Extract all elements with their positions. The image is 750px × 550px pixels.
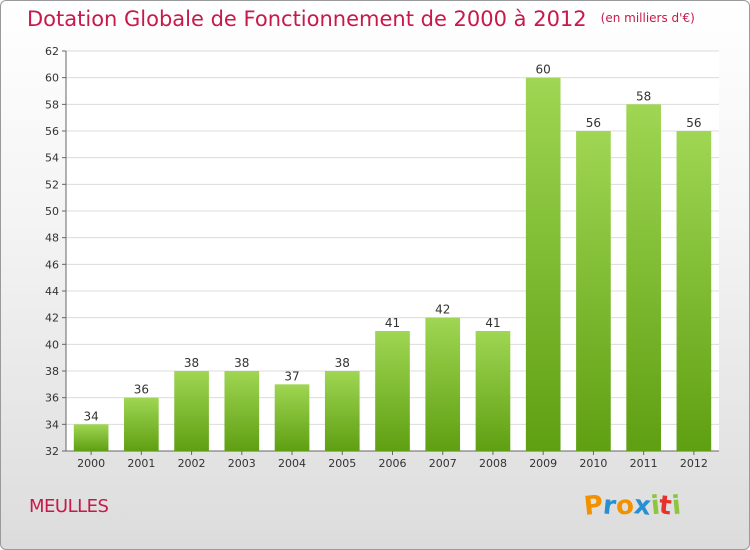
y-tick-label: 32 (45, 445, 59, 458)
bar-2002 (174, 371, 209, 451)
y-tick-label: 34 (45, 418, 59, 431)
y-tick-label: 42 (45, 312, 59, 325)
bar-2009 (525, 77, 561, 452)
bar-2008 (475, 331, 511, 451)
bar-2001 (124, 397, 159, 451)
x-tick-label: 2009 (529, 457, 557, 470)
data-label: 56 (586, 116, 601, 130)
bar-2003 (224, 371, 260, 451)
x-tick-label: 2008 (479, 457, 507, 470)
y-tick-label: 54 (45, 152, 59, 165)
logo-letter: i (670, 490, 683, 522)
bar-2010 (576, 131, 611, 451)
commune-name: MEULLES (29, 496, 109, 517)
bar-layer (73, 77, 712, 452)
y-tick-label: 48 (45, 232, 59, 245)
data-label: 60 (536, 63, 551, 77)
data-label: 38 (234, 356, 249, 370)
y-tick-label: 58 (45, 98, 59, 111)
x-tick-label: 2010 (579, 457, 607, 470)
bar-2000 (73, 424, 109, 451)
data-label: 56 (686, 116, 701, 130)
x-tick-label: 2004 (278, 457, 306, 470)
data-label: 38 (184, 356, 199, 370)
x-tick-label: 2003 (228, 457, 256, 470)
y-tick-label: 40 (45, 338, 59, 351)
y-tick-label: 44 (45, 285, 59, 298)
x-tick-label: 2002 (178, 457, 206, 470)
bar-2007 (425, 317, 461, 451)
data-label: 42 (435, 303, 450, 317)
x-tick-label: 2011 (630, 457, 658, 470)
x-tick-label: 2000 (77, 457, 105, 470)
proxiti-logo[interactable]: Proxiti (582, 490, 683, 522)
data-label: 34 (83, 409, 98, 423)
x-tick-label: 2006 (379, 457, 407, 470)
y-tick-label: 46 (45, 258, 59, 271)
y-tick-label: 62 (45, 45, 59, 58)
y-tick-label: 52 (45, 178, 59, 191)
bar-2005 (324, 371, 360, 451)
chart-title-text: Dotation Globale de Fonctionnement de 20… (27, 7, 587, 31)
y-tick-label: 50 (45, 205, 59, 218)
y-tick-label: 56 (45, 125, 59, 138)
bar-2011 (626, 104, 661, 451)
data-label: 41 (485, 316, 500, 330)
x-tick-label: 2001 (127, 457, 155, 470)
y-tick-label: 36 (45, 392, 59, 405)
x-tick-label: 2007 (429, 457, 457, 470)
label-layer: 34 2000 36 2001 38 2002 38 2003 37 2004 38 2005 41 20… (77, 63, 708, 470)
x-tick-label: 2012 (680, 457, 708, 470)
data-label: 37 (284, 369, 299, 383)
unit-note: (en milliers d'€) (600, 11, 695, 25)
data-label: 38 (335, 356, 350, 370)
data-label: 58 (636, 89, 651, 103)
data-label: 36 (134, 383, 149, 397)
x-tick-label: 2005 (328, 457, 356, 470)
data-label: 41 (385, 316, 400, 330)
y-tick-label: 60 (45, 72, 59, 85)
bar-2004 (274, 384, 310, 451)
y-tick-label: 38 (45, 365, 59, 378)
chart-title: Dotation Globale de Fonctionnement de 20… (27, 7, 695, 31)
bar-2006 (375, 331, 410, 451)
bar-2012 (676, 131, 712, 451)
